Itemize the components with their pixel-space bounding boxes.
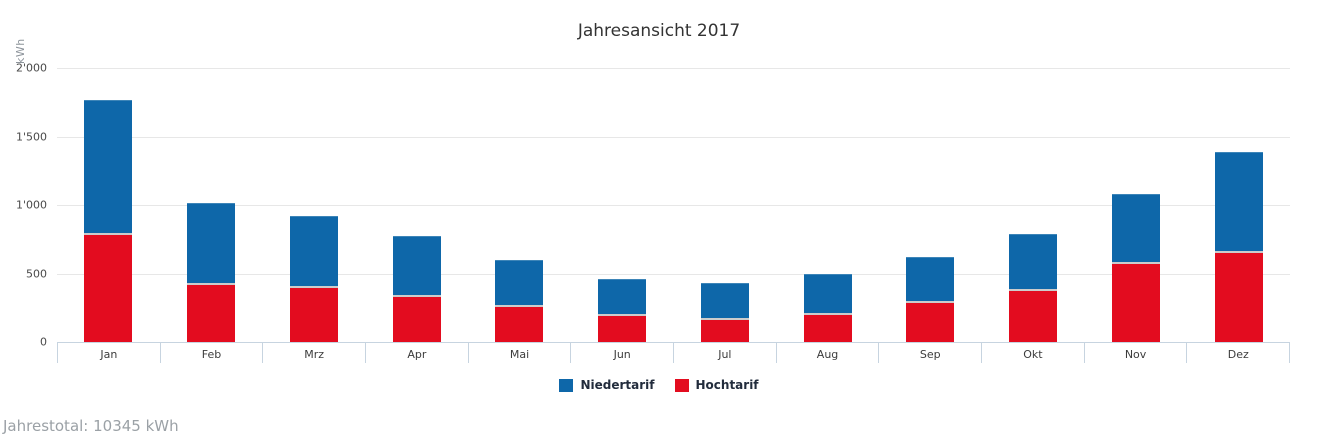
bar-segment-niedertarif[interactable] <box>1009 233 1058 290</box>
x-axis-label-sep: Sep <box>878 343 981 363</box>
stacked-bar-sep[interactable] <box>906 256 955 342</box>
stacked-bar-jul[interactable] <box>700 282 749 342</box>
x-axis: Jan Feb Mrz Apr Mai Jun Jul Aug Sep Okt Nov Dez <box>57 342 1291 363</box>
x-axis-label-apr: Apr <box>365 343 468 363</box>
x-axis-label-okt: Okt <box>981 343 1084 363</box>
bar-segment-niedertarif[interactable] <box>289 216 338 286</box>
bar-segment-niedertarif[interactable] <box>1111 194 1160 263</box>
bar-segment-niedertarif[interactable] <box>84 99 133 233</box>
stacked-bar-jun[interactable] <box>598 278 647 342</box>
x-axis-label-feb: Feb <box>159 343 263 363</box>
bar-segment-hochtarif[interactable] <box>392 294 441 342</box>
gridline <box>57 273 1290 275</box>
bar-segment-hochtarif[interactable] <box>84 232 133 342</box>
gridline <box>57 205 1290 206</box>
bar-segment-hochtarif[interactable] <box>289 285 338 342</box>
stacked-bar-dez[interactable] <box>1214 151 1263 342</box>
bar-segment-hochtarif[interactable] <box>803 312 852 342</box>
y-axis-tick-label: 1'000 <box>15 198 47 212</box>
x-axis-label-jun: Jun <box>570 343 673 363</box>
stacked-bar-mrz[interactable] <box>289 216 338 342</box>
bar-segment-niedertarif[interactable] <box>803 274 852 313</box>
chart-title: Jahresansicht 2017 <box>577 21 741 41</box>
y-axis-labels: 2'000 1'500 1'000 500 0 <box>0 62 47 349</box>
bar-segment-niedertarif[interactable] <box>495 260 544 305</box>
y-axis-tick-label: 2'000 <box>15 61 47 75</box>
plot-area <box>57 68 1290 342</box>
stacked-bar-jan[interactable] <box>84 99 133 342</box>
bar-segment-hochtarif[interactable] <box>1214 250 1263 342</box>
bar-segment-hochtarif[interactable] <box>700 318 749 342</box>
bar-segment-niedertarif[interactable] <box>1214 151 1263 251</box>
stacked-bar-apr[interactable] <box>392 235 441 342</box>
stacked-bar-feb[interactable] <box>187 202 236 342</box>
gridline <box>57 68 1290 69</box>
bar-segment-hochtarif[interactable] <box>1111 262 1160 342</box>
x-axis-label-dez: Dez <box>1186 343 1291 363</box>
bar-segment-hochtarif[interactable] <box>906 301 955 342</box>
y-axis-tick-label: 0 <box>40 335 47 349</box>
y-axis-tick-label: 500 <box>26 267 47 280</box>
stacked-bar-mai[interactable] <box>495 260 544 342</box>
y-axis-tick-label: 1'500 <box>15 130 47 143</box>
stacked-bar-okt[interactable] <box>1009 233 1058 342</box>
legend-item-niedertarif[interactable]: Niedertarif <box>559 378 655 392</box>
x-axis-label-jul: Jul <box>673 343 776 363</box>
bar-segment-niedertarif[interactable] <box>187 202 236 283</box>
x-axis-label-aug: Aug <box>775 343 879 363</box>
bar-segment-niedertarif[interactable] <box>906 256 955 302</box>
bar-segment-hochtarif[interactable] <box>495 304 544 342</box>
bar-segment-niedertarif[interactable] <box>700 282 749 319</box>
bar-segment-hochtarif[interactable] <box>598 313 647 342</box>
legend-swatch-niedertarif <box>559 378 574 392</box>
bar-segment-niedertarif[interactable] <box>598 278 647 314</box>
bar-segment-niedertarif[interactable] <box>392 235 441 295</box>
legend: Niedertarif Hochtarif <box>0 376 1318 394</box>
legend-item-hochtarif[interactable]: Hochtarif <box>674 378 759 392</box>
bar-segment-hochtarif[interactable] <box>187 282 236 342</box>
legend-swatch-hochtarif <box>674 378 689 392</box>
y-axis-title: kWh <box>14 38 27 64</box>
x-axis-label-nov: Nov <box>1083 343 1187 363</box>
gridline <box>57 136 1290 138</box>
stacked-bar-aug[interactable] <box>803 274 852 342</box>
legend-label: Hochtarif <box>695 378 759 392</box>
annual-total: Jahrestotal: 10345 kWh <box>3 417 179 435</box>
legend-label: Niedertarif <box>580 378 655 392</box>
bar-segment-hochtarif[interactable] <box>1009 289 1058 342</box>
x-axis-label-jan: Jan <box>57 343 160 363</box>
stacked-bar-nov[interactable] <box>1111 194 1160 342</box>
x-axis-label-mrz: Mrz <box>262 343 365 363</box>
x-axis-label-mai: Mai <box>467 343 571 363</box>
